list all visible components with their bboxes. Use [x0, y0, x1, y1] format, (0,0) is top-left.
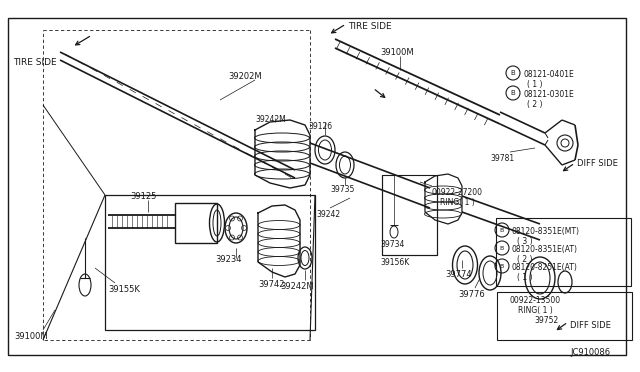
- Text: 08120-8251E(AT): 08120-8251E(AT): [512, 263, 578, 272]
- Text: 39100M: 39100M: [380, 48, 413, 57]
- Text: TIRE SIDE: TIRE SIDE: [13, 58, 56, 67]
- Text: ( 3 ): ( 3 ): [517, 237, 532, 246]
- Text: B: B: [511, 70, 515, 76]
- Text: RING( 1 ): RING( 1 ): [440, 198, 475, 207]
- Text: 39735: 39735: [330, 185, 355, 194]
- Text: 39202M: 39202M: [228, 72, 262, 81]
- Text: 08120-8351E(AT): 08120-8351E(AT): [512, 245, 578, 254]
- Text: RING( 1 ): RING( 1 ): [518, 306, 553, 315]
- Text: 39100M: 39100M: [14, 332, 47, 341]
- Text: 39734: 39734: [380, 240, 404, 249]
- Text: 08120-8351E(MT): 08120-8351E(MT): [512, 227, 580, 236]
- Text: 39242M: 39242M: [255, 115, 285, 124]
- Text: 39156K: 39156K: [380, 258, 409, 267]
- Text: 00922-27200: 00922-27200: [432, 188, 483, 197]
- Text: 08121-0401E: 08121-0401E: [523, 70, 573, 79]
- Text: 39125: 39125: [130, 192, 156, 201]
- Text: B: B: [500, 228, 504, 232]
- Text: 08121-0301E: 08121-0301E: [523, 90, 573, 99]
- Bar: [382, 175, 437, 255]
- Text: 39752: 39752: [534, 316, 558, 325]
- Text: DIFF SIDE: DIFF SIDE: [570, 321, 611, 330]
- Text: 39781: 39781: [490, 154, 514, 163]
- Text: 39126: 39126: [308, 122, 332, 131]
- Text: JC910086: JC910086: [570, 348, 610, 357]
- Bar: [105, 195, 315, 330]
- Text: 39155K: 39155K: [108, 285, 140, 294]
- Text: 00922-13500: 00922-13500: [510, 296, 561, 305]
- Bar: [497, 292, 632, 340]
- Text: B: B: [500, 263, 504, 269]
- Text: B: B: [500, 246, 504, 250]
- Text: 39242: 39242: [316, 210, 340, 219]
- Text: 39774: 39774: [445, 270, 472, 279]
- Bar: [496, 218, 631, 286]
- Text: ( 1 ): ( 1 ): [527, 80, 543, 89]
- Text: 39776: 39776: [458, 290, 484, 299]
- Text: TIRE SIDE: TIRE SIDE: [348, 22, 392, 31]
- Text: 39234: 39234: [215, 255, 241, 264]
- Text: ( 2 ): ( 2 ): [527, 100, 543, 109]
- Text: B: B: [511, 90, 515, 96]
- Text: ( 2 ): ( 2 ): [517, 255, 532, 264]
- Bar: [175, 203, 217, 243]
- Text: 39242M: 39242M: [280, 282, 314, 291]
- Text: 39742: 39742: [258, 280, 285, 289]
- Text: DIFF SIDE: DIFF SIDE: [577, 158, 618, 167]
- Text: ( 1 ): ( 1 ): [517, 273, 532, 282]
